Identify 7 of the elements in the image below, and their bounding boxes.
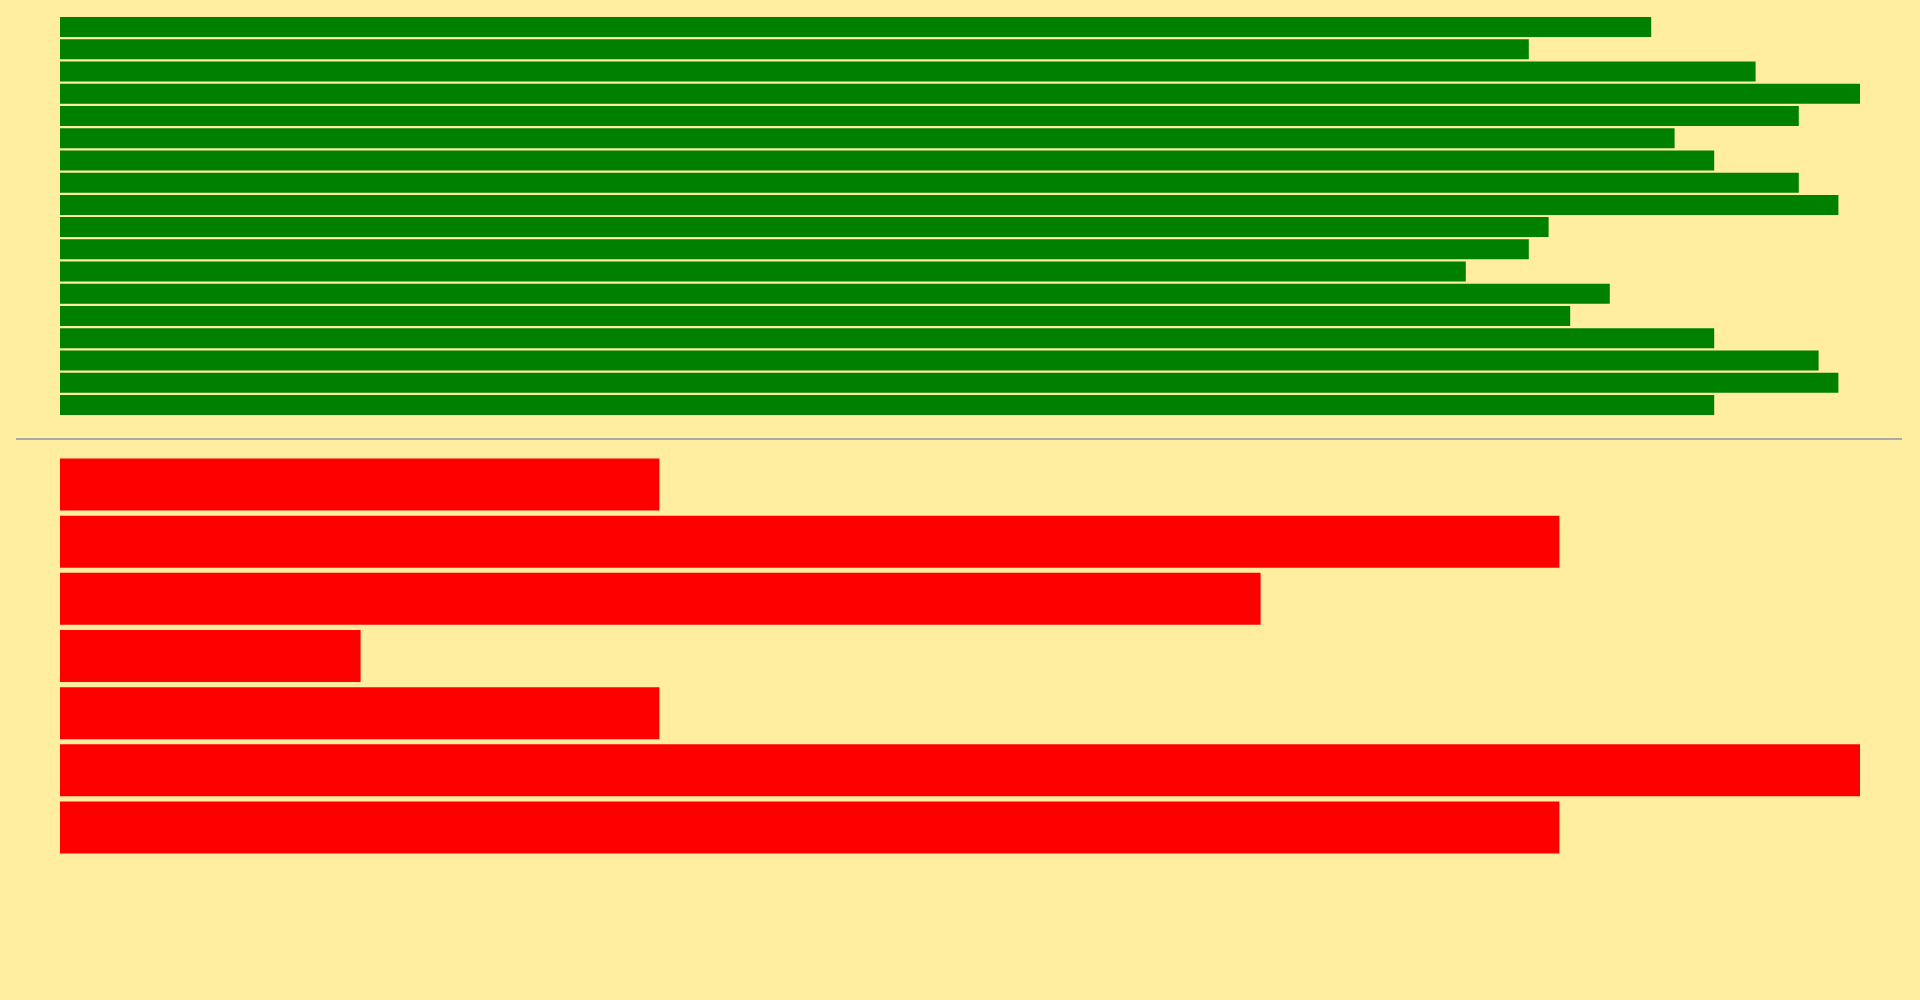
- bar: [60, 687, 660, 740]
- bar: [60, 515, 1560, 568]
- bar: [60, 572, 1261, 625]
- bar: [60, 801, 1560, 854]
- bar: [60, 458, 660, 511]
- bar: [60, 630, 361, 682]
- bar: [60, 744, 1860, 797]
